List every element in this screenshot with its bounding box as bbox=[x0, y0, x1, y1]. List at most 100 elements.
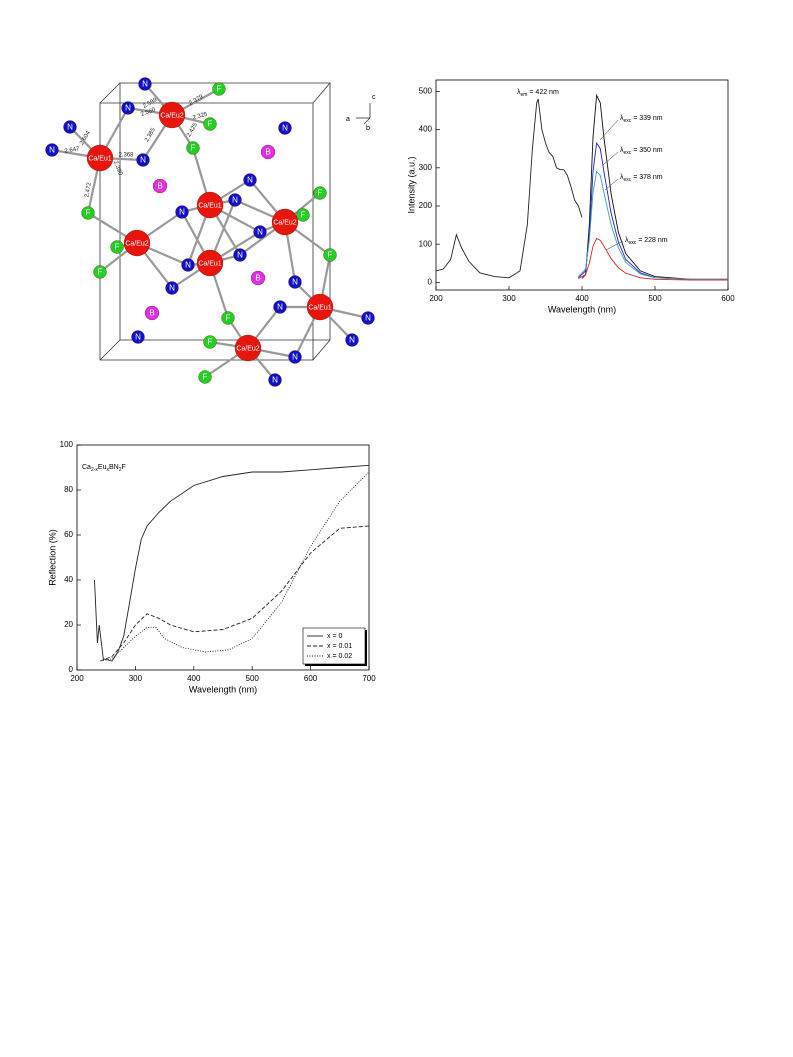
atom-label: N bbox=[185, 261, 191, 270]
annotation-part: Eu bbox=[98, 464, 107, 471]
atom-label: N bbox=[349, 336, 355, 345]
x-tick-label: 600 bbox=[721, 294, 735, 303]
series-line bbox=[578, 237, 728, 281]
annotation: Ca2-xEuxBN2F bbox=[82, 464, 126, 473]
atom-label: F bbox=[191, 144, 196, 153]
legend-label: x = 0.02 bbox=[327, 653, 352, 660]
annotation-part: exc bbox=[629, 240, 637, 246]
atom-label: B bbox=[157, 182, 162, 191]
atom bbox=[271, 208, 299, 236]
atom bbox=[138, 77, 152, 91]
atom bbox=[221, 311, 235, 325]
atom bbox=[110, 240, 124, 254]
atom bbox=[260, 144, 276, 160]
atom bbox=[186, 141, 200, 155]
bond-label: 2.368 bbox=[118, 153, 134, 159]
atom-label: N bbox=[169, 284, 175, 293]
annotation: λexc = 350 nm bbox=[620, 147, 663, 156]
annotation-part: exc bbox=[624, 150, 632, 156]
x-tick-label: 700 bbox=[362, 674, 376, 683]
atom bbox=[203, 335, 217, 349]
atom-label: F bbox=[318, 189, 323, 198]
atom bbox=[243, 173, 257, 187]
annotation-part: = 378 nm bbox=[631, 174, 662, 181]
atom bbox=[323, 248, 337, 262]
atom bbox=[288, 350, 302, 364]
y-tick-label: 60 bbox=[64, 530, 73, 539]
series-line bbox=[581, 93, 728, 280]
annotation-part: = 422 nm bbox=[527, 89, 558, 96]
annotation-part: F bbox=[121, 464, 125, 471]
annotation-part: exc bbox=[624, 118, 632, 124]
y-tick-label: 0 bbox=[428, 277, 433, 286]
atom-label: F bbox=[115, 243, 120, 252]
atom-label: F bbox=[226, 314, 231, 323]
annotation: λexc = 339 nm bbox=[620, 115, 663, 124]
atom-label: Ca/Eu1 bbox=[198, 260, 221, 267]
annotation-part: BN bbox=[109, 464, 119, 471]
y-tick-label: 20 bbox=[64, 620, 73, 629]
annotation-part: em bbox=[521, 92, 528, 98]
atom bbox=[152, 178, 168, 194]
y-tick-label: 100 bbox=[60, 440, 74, 449]
atom bbox=[296, 208, 310, 222]
atom-label: N bbox=[365, 314, 371, 323]
atom-label: N bbox=[67, 123, 73, 132]
annotation-part: 2-x bbox=[91, 467, 98, 473]
cell-edge bbox=[99, 339, 121, 361]
atom-label: N bbox=[272, 376, 278, 385]
bond-label: 2.647 bbox=[64, 146, 80, 155]
legend-label: x = 0 bbox=[327, 633, 342, 640]
y-axis-label: Intensity (a.u.) bbox=[406, 156, 416, 213]
x-axis-label: Wavelength (nm) bbox=[189, 684, 257, 694]
annotation-arrow bbox=[604, 178, 619, 191]
annotation-part: Ca bbox=[82, 464, 91, 471]
x-tick-label: 300 bbox=[129, 674, 143, 683]
atom bbox=[306, 293, 334, 321]
atom-label: Ca/Eu2 bbox=[236, 345, 259, 352]
annotation-arrow bbox=[599, 119, 619, 141]
y-tick-label: 500 bbox=[419, 87, 433, 96]
atom bbox=[268, 373, 282, 387]
atom-label: Ca/Eu2 bbox=[273, 219, 296, 226]
annotation-part: 2 bbox=[119, 467, 122, 473]
bond-label: 2.325 bbox=[192, 112, 209, 122]
annotation-part: λ bbox=[620, 115, 624, 122]
axis-indicator bbox=[356, 103, 371, 125]
series-line bbox=[100, 525, 370, 662]
y-tick-label: 100 bbox=[419, 239, 433, 248]
atom bbox=[253, 225, 267, 239]
legend-label: x = 0.01 bbox=[327, 643, 352, 650]
atom bbox=[93, 265, 107, 279]
atom bbox=[212, 82, 226, 96]
bond-label: 2.560 bbox=[140, 107, 157, 118]
x-tick-label: 500 bbox=[246, 674, 260, 683]
atom-label: N bbox=[140, 156, 146, 165]
y-tick-label: 80 bbox=[64, 485, 73, 494]
atom-label: Ca/Eu1 bbox=[198, 202, 221, 209]
annotation-part: = 339 nm bbox=[631, 115, 662, 122]
cell-edge bbox=[312, 82, 331, 104]
atom-label: N bbox=[232, 196, 238, 205]
atom bbox=[250, 270, 266, 286]
atom bbox=[273, 300, 287, 314]
cell-edge bbox=[99, 82, 121, 104]
atom bbox=[86, 144, 114, 172]
atom bbox=[233, 248, 247, 262]
atom bbox=[136, 153, 150, 167]
x-tick-label: 300 bbox=[502, 294, 516, 303]
bond-label: 2.472 bbox=[84, 182, 93, 198]
atom-label: F bbox=[208, 120, 213, 129]
atom-label: Ca/Eu1 bbox=[308, 304, 331, 311]
annotation-part: x bbox=[106, 467, 109, 473]
atom-label: F bbox=[208, 338, 213, 347]
annotation-arrow bbox=[605, 240, 624, 251]
annotation-part: λ bbox=[620, 147, 624, 154]
y-tick-label: 300 bbox=[419, 163, 433, 172]
atom-label: N bbox=[237, 251, 243, 260]
atom bbox=[345, 333, 359, 347]
atom bbox=[181, 258, 195, 272]
y-tick-label: 400 bbox=[419, 125, 433, 134]
